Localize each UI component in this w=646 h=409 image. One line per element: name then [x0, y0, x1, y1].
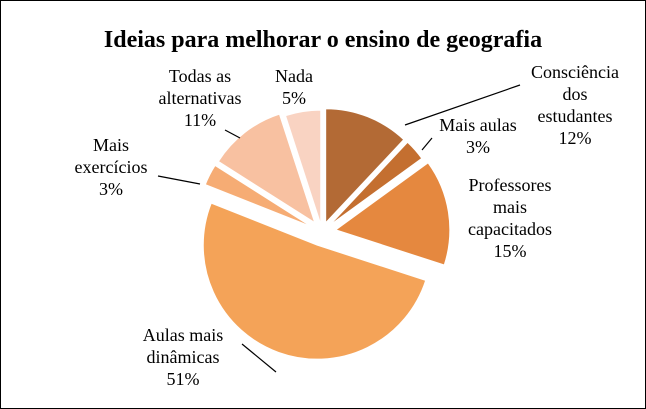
- leader-line-3: [241, 343, 277, 373]
- data-label-3: Aulas mais dinâmicas 51%: [143, 325, 224, 389]
- data-label-6: Nada 5%: [275, 66, 313, 108]
- leader-line-5: [224, 129, 241, 139]
- chart-title: Ideias para melhorar o ensino de geograf…: [104, 27, 542, 53]
- pie-slice-2: [334, 162, 451, 266]
- data-labels-layer: Consciência dos estudantes 12% Mais aulas 3% P…: [75, 62, 619, 389]
- data-label-5: Todas as alternativas 11%: [159, 66, 242, 130]
- data-label-0: Consciência dos estudantes 12%: [531, 62, 619, 148]
- slices-layer: [202, 108, 451, 360]
- pie-slice-3: [202, 202, 427, 360]
- data-label-1: Mais aulas 3%: [439, 115, 516, 157]
- data-label-2: Professores mais capacitados 15%: [468, 175, 552, 261]
- pie-slice-4: [204, 164, 312, 228]
- leader-lines-layer: [157, 84, 521, 373]
- pie-slice-1: [329, 141, 423, 226]
- leader-line-4: [157, 175, 201, 185]
- data-label-4: Mais exercícios 3%: [75, 135, 148, 199]
- pie-slice-0: [325, 108, 405, 224]
- pie-slice-5: [217, 113, 316, 224]
- leader-line-0: [404, 84, 521, 126]
- pie-slice-6: [284, 109, 322, 225]
- leader-line-1: [421, 137, 433, 151]
